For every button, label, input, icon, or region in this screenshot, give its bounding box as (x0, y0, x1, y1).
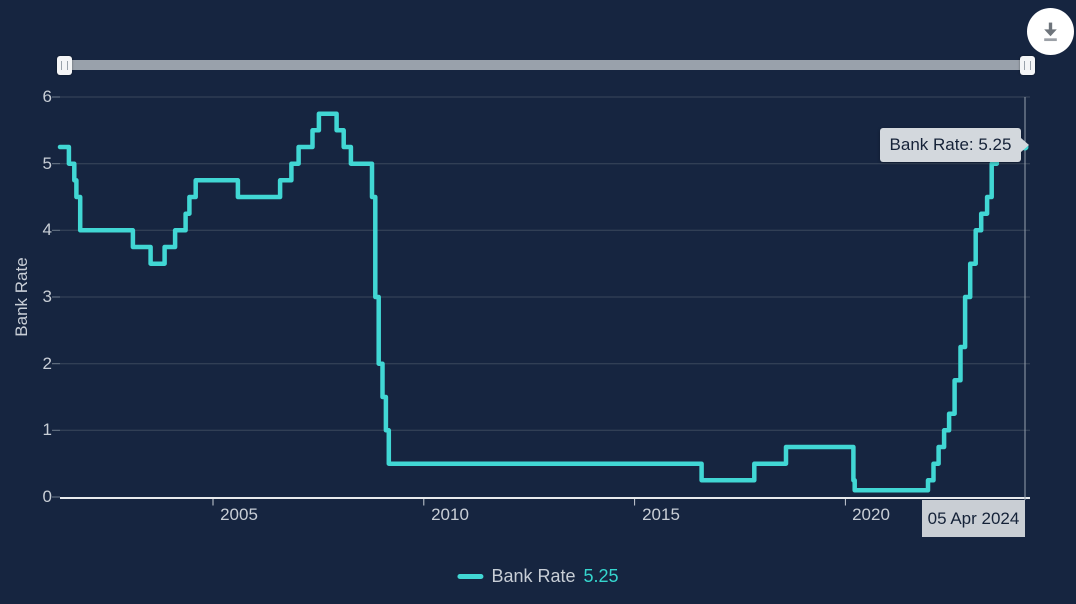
legend-value: 5.25 (583, 566, 619, 586)
slider-grip-icon (1024, 61, 1031, 70)
y-tick-label: 2 (42, 354, 52, 373)
download-button[interactable] (1027, 8, 1074, 55)
legend-label: Bank Rate (491, 566, 576, 586)
x-tick-label: 2005 (220, 505, 258, 524)
y-tick-label: 5 (42, 154, 52, 173)
range-slider-track[interactable] (60, 60, 1035, 70)
y-tick-label: 3 (42, 287, 52, 306)
y-tick-label: 1 (42, 420, 52, 439)
axes (60, 497, 1030, 506)
tooltip: Bank Rate: 5.25 (880, 128, 1029, 162)
slider-grip-icon (61, 61, 68, 70)
y-tick-label: 0 (42, 487, 52, 506)
download-icon (1044, 22, 1057, 42)
gridlines (52, 96, 1030, 498)
legend[interactable]: Bank Rate 5.25 (457, 566, 619, 587)
crosshair-date-label: 05 Apr 2024 (922, 500, 1025, 537)
range-slider-handle-left[interactable] (57, 56, 72, 75)
range-slider-handle-right[interactable] (1020, 56, 1035, 75)
x-tick-label: 2020 (852, 505, 890, 524)
y-tick-label: 4 (42, 220, 52, 239)
x-tick-label: 2010 (431, 505, 469, 524)
legend-swatch (457, 574, 484, 579)
tooltip-text: Bank Rate: 5.25 (889, 135, 1012, 154)
bank-rate-line (57, 111, 1028, 493)
y-tick-label: 6 (42, 87, 52, 106)
x-tick-label: 2015 (642, 505, 680, 524)
